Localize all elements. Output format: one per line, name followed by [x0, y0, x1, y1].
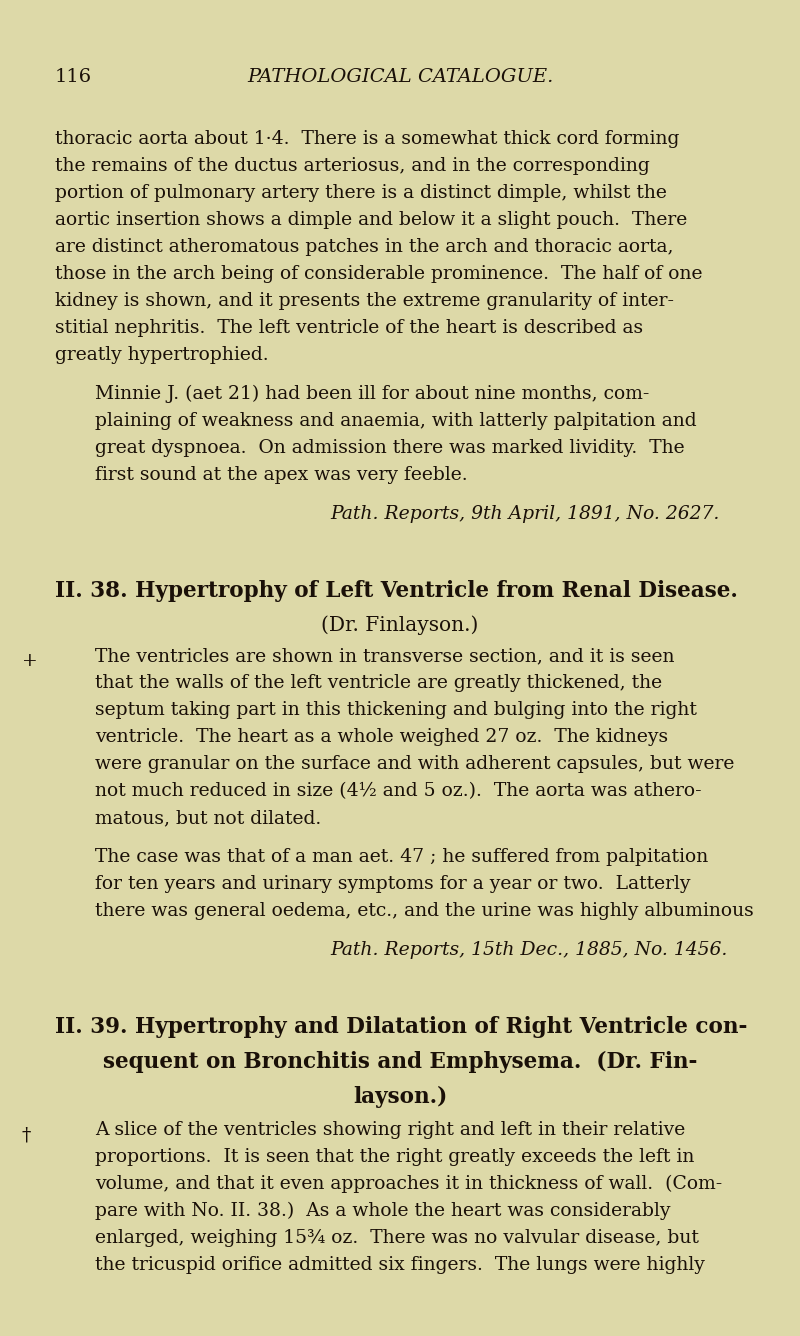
Text: plaining of weakness and anaemia, with latterly palpitation and: plaining of weakness and anaemia, with l… [95, 411, 697, 430]
Text: volume, and that it even approaches it in thickness of wall.  (Com-: volume, and that it even approaches it i… [95, 1174, 722, 1193]
Text: sequent on Bronchitis and Emphysema.  (Dr. Fin-: sequent on Bronchitis and Emphysema. (Dr… [103, 1051, 697, 1073]
Text: +: + [22, 652, 38, 669]
Text: first sound at the apex was very feeble.: first sound at the apex was very feeble. [95, 466, 468, 484]
Text: †: † [22, 1126, 31, 1144]
Text: greatly hypertrophied.: greatly hypertrophied. [55, 346, 269, 363]
Text: the remains of the ductus arteriosus, and in the corresponding: the remains of the ductus arteriosus, an… [55, 158, 650, 175]
Text: not much reduced in size (4½ and 5 oz.).  The aorta was athero-: not much reduced in size (4½ and 5 oz.).… [95, 782, 702, 800]
Text: proportions.  It is seen that the right greatly exceeds the left in: proportions. It is seen that the right g… [95, 1148, 694, 1166]
Text: stitial nephritis.  The left ventricle of the heart is described as: stitial nephritis. The left ventricle of… [55, 319, 643, 337]
Text: Path. Reports, 15th Dec., 1885, No. 1456.: Path. Reports, 15th Dec., 1885, No. 1456… [330, 941, 727, 959]
Text: thoracic aorta about 1·4.  There is a somewhat thick cord forming: thoracic aorta about 1·4. There is a som… [55, 130, 679, 148]
Text: pare with No. II. 38.)  As a whole the heart was considerably: pare with No. II. 38.) As a whole the he… [95, 1202, 670, 1220]
Text: 116: 116 [55, 68, 92, 86]
Text: for ten years and urinary symptoms for a year or two.  Latterly: for ten years and urinary symptoms for a… [95, 875, 690, 892]
Text: The case was that of a man aet. 47 ; he suffered from palpitation: The case was that of a man aet. 47 ; he … [95, 848, 708, 866]
Text: that the walls of the left ventricle are greatly thickened, the: that the walls of the left ventricle are… [95, 673, 662, 692]
Text: kidney is shown, and it presents the extreme granularity of inter-: kidney is shown, and it presents the ext… [55, 293, 674, 310]
Text: are distinct atheromatous patches in the arch and thoracic aorta,: are distinct atheromatous patches in the… [55, 238, 674, 257]
Text: II. 39. Hypertrophy and Dilatation of Right Ventricle con-: II. 39. Hypertrophy and Dilatation of Ri… [55, 1015, 747, 1038]
Text: those in the arch being of considerable prominence.  The half of one: those in the arch being of considerable … [55, 265, 702, 283]
Text: septum taking part in this thickening and bulging into the right: septum taking part in this thickening an… [95, 701, 697, 719]
Text: Path. Reports, 9th April, 1891, No. 2627.: Path. Reports, 9th April, 1891, No. 2627… [330, 505, 719, 522]
Text: layson.): layson.) [353, 1086, 447, 1108]
Text: The ventricles are shown in transverse section, and it is seen: The ventricles are shown in transverse s… [95, 647, 674, 665]
Text: Minnie J. (aet 21) had been ill for about nine months, com-: Minnie J. (aet 21) had been ill for abou… [95, 385, 650, 403]
Text: PATHOLOGICAL CATALOGUE.: PATHOLOGICAL CATALOGUE. [247, 68, 553, 86]
Text: matous, but not dilated.: matous, but not dilated. [95, 810, 322, 827]
Text: A slice of the ventricles showing right and left in their relative: A slice of the ventricles showing right … [95, 1121, 686, 1140]
Text: were granular on the surface and with adherent capsules, but were: were granular on the surface and with ad… [95, 755, 734, 774]
Text: there was general oedema, etc., and the urine was highly albuminous: there was general oedema, etc., and the … [95, 902, 754, 921]
Text: the tricuspid orifice admitted six fingers.  The lungs were highly: the tricuspid orifice admitted six finge… [95, 1256, 705, 1275]
Text: great dyspnoea.  On admission there was marked lividity.  The: great dyspnoea. On admission there was m… [95, 440, 685, 457]
Text: aortic insertion shows a dimple and below it a slight pouch.  There: aortic insertion shows a dimple and belo… [55, 211, 687, 228]
Text: enlarged, weighing 15¾ oz.  There was no valvular disease, but: enlarged, weighing 15¾ oz. There was no … [95, 1229, 699, 1246]
Text: ventricle.  The heart as a whole weighed 27 oz.  The kidneys: ventricle. The heart as a whole weighed … [95, 728, 668, 745]
Text: (Dr. Finlayson.): (Dr. Finlayson.) [322, 615, 478, 635]
Text: portion of pulmonary artery there is a distinct dimple, whilst the: portion of pulmonary artery there is a d… [55, 184, 667, 202]
Text: II. 38. Hypertrophy of Left Ventricle from Renal Disease.: II. 38. Hypertrophy of Left Ventricle fr… [55, 580, 738, 603]
